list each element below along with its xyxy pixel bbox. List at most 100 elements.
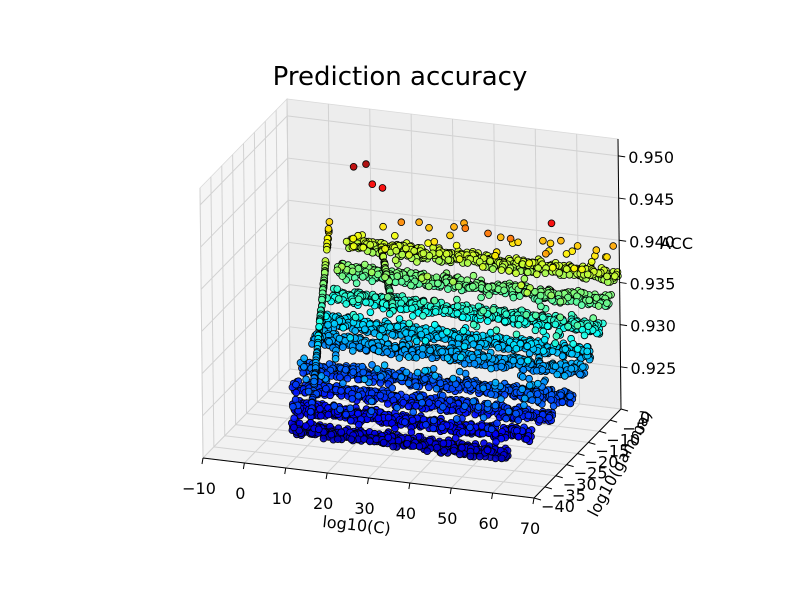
data-point [349, 234, 358, 243]
z-tick-label: 0.935 [630, 274, 676, 293]
data-point [523, 356, 532, 365]
data-point [389, 442, 397, 451]
x-axis-label: log10(C) [322, 512, 392, 538]
data-point [538, 366, 547, 374]
data-point [348, 395, 357, 403]
data-point [455, 450, 464, 459]
data-point [425, 399, 433, 407]
data-point [359, 243, 368, 252]
data-point [438, 423, 446, 432]
data-point [491, 378, 500, 387]
data-point [430, 238, 439, 246]
data-point [546, 239, 555, 248]
x-tick-mark [242, 462, 245, 470]
x-tick-mark [367, 477, 369, 485]
grid-z-side [200, 199, 289, 290]
data-point [306, 407, 315, 416]
data-point [398, 250, 407, 259]
data-point [394, 436, 403, 445]
z-tick-mark [619, 281, 627, 284]
data-point [393, 322, 402, 331]
x-tick-mark [532, 497, 535, 505]
data-point [324, 225, 333, 233]
data-point [386, 323, 394, 331]
data-point [374, 414, 383, 423]
data-point [421, 366, 429, 375]
data-point [391, 278, 400, 287]
data-point [578, 265, 586, 274]
data-point [517, 281, 525, 290]
data-point [352, 279, 361, 288]
data-point [395, 354, 404, 362]
grid-z-side [201, 284, 290, 374]
data-point [317, 372, 326, 380]
data-point [514, 320, 523, 329]
data-point [551, 339, 559, 348]
data-point [553, 370, 561, 379]
data-point [360, 375, 369, 384]
data-point [540, 335, 549, 344]
data-point [523, 288, 531, 297]
data-point [573, 242, 582, 250]
data-point [432, 273, 441, 282]
data-point [383, 293, 392, 301]
y-tick-mark [620, 408, 629, 412]
data-point [580, 331, 589, 340]
z-tick-label: 0.945 [629, 190, 675, 209]
data-point [359, 368, 368, 377]
data-point [342, 300, 351, 308]
data-point [556, 313, 564, 322]
data-point [424, 383, 433, 392]
data-point [333, 266, 342, 275]
grid-y-side [243, 143, 247, 414]
data-point [516, 357, 525, 366]
grid-y-side [232, 154, 237, 425]
data-point [362, 346, 370, 355]
data-point [425, 282, 433, 291]
z-tick-mark [619, 239, 627, 242]
data-point [458, 443, 466, 452]
data-point [497, 266, 506, 274]
data-point [376, 391, 385, 400]
grid-z-side [202, 326, 290, 417]
data-point [576, 370, 584, 379]
data-point [390, 232, 399, 240]
data-point [439, 439, 448, 448]
data-point [477, 293, 485, 302]
data-point [522, 435, 531, 444]
data-point [422, 420, 430, 429]
data-point [354, 391, 363, 400]
x-tick-mark [284, 467, 287, 475]
data-point [568, 349, 576, 358]
data-point [361, 325, 369, 334]
data-point [489, 265, 497, 273]
data-point [514, 416, 522, 425]
data-point [421, 337, 430, 345]
data-point [469, 271, 478, 280]
data-point [342, 410, 350, 419]
data-point [430, 320, 439, 329]
data-point [466, 452, 475, 461]
grid-y-side [210, 176, 215, 447]
grid-y-side [264, 121, 269, 392]
data-point [562, 250, 571, 258]
x-tick-mark [408, 482, 411, 490]
data-point [470, 359, 479, 368]
data-point [374, 270, 382, 279]
z-tick-mark [618, 197, 626, 200]
data-point [566, 392, 574, 401]
data-point [459, 326, 468, 335]
grid-z-side [201, 242, 289, 332]
y-tick-label: −40 [541, 497, 575, 516]
data-point [395, 315, 404, 323]
data-point [449, 374, 458, 383]
data-point [424, 239, 432, 247]
data-point [408, 312, 417, 320]
x-tick-label: 0 [235, 484, 245, 503]
data-point [439, 403, 447, 411]
data-point [419, 249, 428, 258]
z-tick-mark [620, 366, 628, 369]
grid-y-floor [213, 446, 545, 488]
z-tick-label: 0.925 [631, 359, 677, 378]
